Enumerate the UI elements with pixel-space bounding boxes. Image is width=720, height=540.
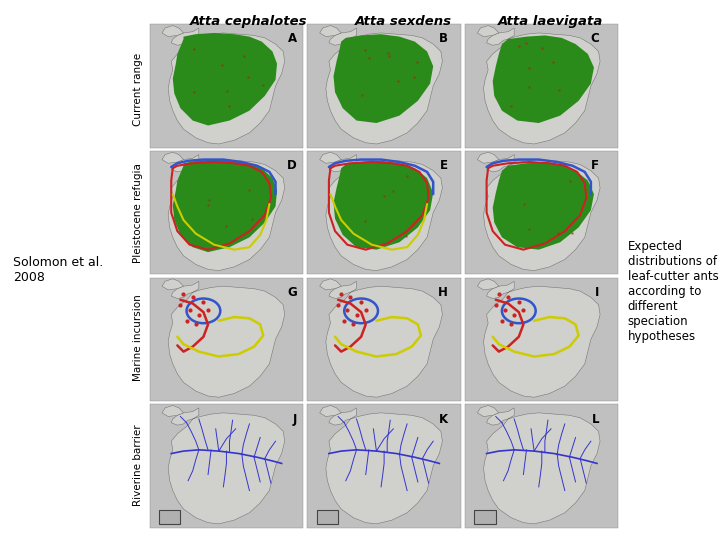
Text: H: H <box>438 286 448 299</box>
Polygon shape <box>168 408 284 524</box>
Polygon shape <box>326 154 442 271</box>
Polygon shape <box>162 279 184 290</box>
Text: F: F <box>591 159 599 172</box>
Polygon shape <box>320 25 341 37</box>
FancyBboxPatch shape <box>150 278 303 401</box>
FancyBboxPatch shape <box>474 510 496 524</box>
Polygon shape <box>333 34 433 123</box>
FancyBboxPatch shape <box>307 151 461 274</box>
Polygon shape <box>333 161 433 249</box>
FancyBboxPatch shape <box>307 404 461 528</box>
Text: E: E <box>440 159 448 172</box>
Text: I: I <box>595 286 599 299</box>
Text: K: K <box>438 413 448 426</box>
FancyBboxPatch shape <box>150 24 303 147</box>
Text: J: J <box>292 413 297 426</box>
Text: Current range: Current range <box>133 52 143 126</box>
Polygon shape <box>477 152 499 163</box>
Polygon shape <box>326 281 442 397</box>
FancyBboxPatch shape <box>159 510 181 524</box>
Polygon shape <box>484 28 600 144</box>
Text: Marine incursion: Marine incursion <box>133 294 143 381</box>
FancyBboxPatch shape <box>307 24 461 147</box>
Polygon shape <box>477 25 499 37</box>
Text: G: G <box>287 286 297 299</box>
Polygon shape <box>173 33 277 125</box>
Polygon shape <box>492 162 594 249</box>
Polygon shape <box>168 28 284 144</box>
FancyBboxPatch shape <box>317 510 338 524</box>
Polygon shape <box>484 154 600 271</box>
Text: D: D <box>287 159 297 172</box>
Polygon shape <box>168 154 284 271</box>
Polygon shape <box>320 279 341 290</box>
Polygon shape <box>477 279 499 290</box>
Text: A: A <box>287 32 297 45</box>
Polygon shape <box>484 281 600 397</box>
FancyBboxPatch shape <box>150 151 303 274</box>
Polygon shape <box>477 406 499 416</box>
Text: Expected
distributions of
leaf-cutter ants
according to
different
speciation
hyp: Expected distributions of leaf-cutter an… <box>628 240 719 343</box>
FancyBboxPatch shape <box>150 404 303 528</box>
Text: Atta laevigata: Atta laevigata <box>498 15 603 28</box>
Polygon shape <box>168 281 284 397</box>
Text: Solomon et al.
2008: Solomon et al. 2008 <box>13 256 103 284</box>
FancyBboxPatch shape <box>465 404 618 528</box>
Polygon shape <box>320 152 341 163</box>
Text: C: C <box>590 32 599 45</box>
Text: Atta sexdens: Atta sexdens <box>355 15 451 28</box>
Polygon shape <box>173 159 277 252</box>
Polygon shape <box>320 406 341 416</box>
Polygon shape <box>162 152 184 163</box>
Polygon shape <box>326 28 442 144</box>
Polygon shape <box>326 408 442 524</box>
Text: L: L <box>592 413 599 426</box>
Polygon shape <box>162 25 184 37</box>
Text: Atta cephalotes: Atta cephalotes <box>189 15 307 28</box>
Polygon shape <box>162 406 184 416</box>
FancyBboxPatch shape <box>307 278 461 401</box>
FancyBboxPatch shape <box>465 151 618 274</box>
Text: B: B <box>439 32 448 45</box>
Polygon shape <box>484 408 600 524</box>
Text: Pleistocene refugia: Pleistocene refugia <box>133 164 143 263</box>
FancyBboxPatch shape <box>465 24 618 147</box>
FancyBboxPatch shape <box>465 278 618 401</box>
Polygon shape <box>492 36 594 123</box>
Text: Riverine barrier: Riverine barrier <box>133 424 143 507</box>
